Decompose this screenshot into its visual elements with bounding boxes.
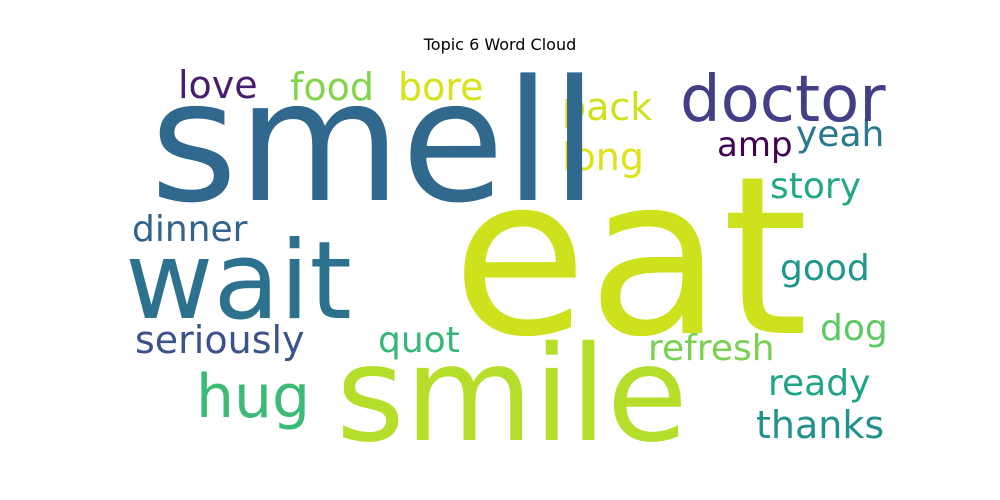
- word-thanks: thanks: [756, 403, 884, 447]
- word-smile: smile: [336, 318, 688, 472]
- word-long: long: [562, 135, 644, 179]
- word-food: food: [290, 65, 374, 109]
- word-amp: amp: [717, 125, 793, 165]
- word-smell: smell: [150, 44, 598, 240]
- word-refresh: refresh: [648, 328, 775, 369]
- word-wait: wait: [125, 219, 352, 344]
- word-dog: dog: [820, 308, 888, 349]
- word-love: love: [178, 63, 258, 107]
- word-eat: eat: [452, 129, 808, 385]
- word-story: story: [770, 166, 861, 207]
- word-pack: pack: [562, 85, 652, 129]
- chart-title: Topic 6 Word Cloud: [423, 35, 577, 54]
- word-quot: quot: [378, 320, 460, 361]
- word-hug: hug: [196, 362, 310, 432]
- word-good: good: [780, 248, 870, 289]
- word-ready: ready: [768, 363, 870, 404]
- word-seriously: seriously: [135, 318, 305, 362]
- word-dinner: dinner: [132, 209, 248, 250]
- word-bore: bore: [398, 65, 484, 109]
- word-yeah: yeah: [796, 114, 884, 155]
- word-doctor: doctor: [680, 63, 886, 137]
